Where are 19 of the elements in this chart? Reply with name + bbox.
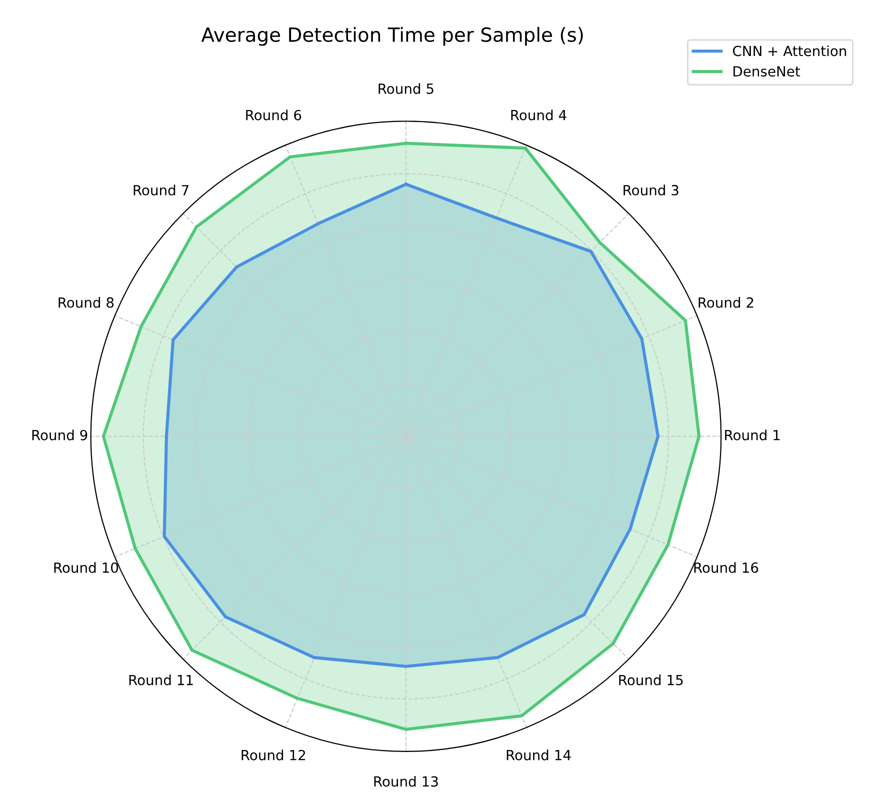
spoke-label: Round 9 (32, 430, 88, 440)
spoke-label: Round 1 (725, 430, 780, 440)
spoke-label: Round 14 (506, 750, 571, 760)
spoke-label: Round 16 (694, 562, 758, 573)
spoke-label: Round 12 (242, 750, 306, 760)
legend-label: DenseNet (734, 66, 800, 77)
spoke-label: Round 4 (511, 110, 566, 120)
spoke-label: Round 13 (374, 776, 438, 787)
spoke-label: Round 5 (378, 83, 434, 94)
chart-title: Average Detection Time per Sample (s) (201, 26, 583, 46)
spoke-label: Round 8 (58, 297, 114, 308)
spoke-label: Round 10 (54, 562, 118, 573)
legend-label: CNN + Attention (732, 45, 846, 56)
spoke-label: Round 6 (246, 110, 302, 120)
spoke-label: Round 11 (129, 674, 193, 686)
spoke-label: Round 3 (624, 184, 678, 196)
spoke-label: Round 2 (698, 297, 754, 308)
spoke-label: Round 15 (619, 674, 683, 686)
spoke-label: Round 7 (134, 184, 188, 196)
